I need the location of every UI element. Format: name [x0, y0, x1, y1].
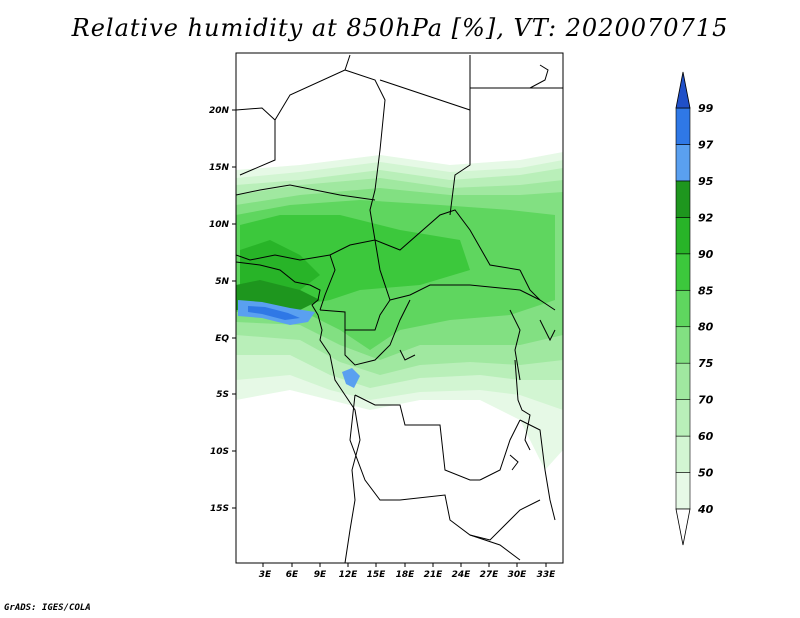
colorbar-cell [675, 326, 691, 364]
lon-label: 21E [424, 570, 444, 580]
lat-label: 10S [210, 447, 229, 457]
colorbar-label: 70 [698, 394, 714, 407]
colorbar-cell [675, 362, 691, 400]
colorbar-cell [675, 217, 691, 255]
lat-label: 15N [209, 163, 230, 173]
lat-label: 20N [209, 106, 230, 116]
colorbar-cell [675, 435, 691, 473]
colorbar-label: 99 [698, 102, 714, 115]
colorbar-label: 97 [698, 138, 714, 151]
lat-label: 5S [216, 390, 229, 400]
colorbar-cell [675, 253, 691, 291]
map-frame [235, 52, 564, 564]
credit-text: GrADS: IGES/COLA [4, 603, 91, 613]
lon-label: 6E [286, 570, 299, 580]
colorbar-cell [675, 107, 691, 145]
colorbar-cell [675, 289, 691, 328]
latitude-labels: 20N 15N 10N 5N EQ 5S 10S 15S [209, 106, 230, 514]
rh-band-92 [240, 240, 320, 292]
colorbar-label: 95 [698, 175, 714, 188]
colorbar-label: 75 [698, 357, 714, 370]
colorbar-label: 90 [698, 248, 714, 261]
colorbar-label: 60 [698, 430, 714, 443]
lon-label: 33E [537, 570, 557, 580]
colorbar-min-arrow [675, 508, 691, 546]
lon-label: 3E [259, 570, 272, 580]
colorbar-cell [675, 180, 691, 218]
rh-band-97-b [342, 368, 360, 388]
lon-label: 24E [452, 570, 472, 580]
lon-label: 27E [480, 570, 500, 580]
humidity-field [236, 53, 563, 563]
lon-label: 12E [339, 570, 359, 580]
lat-label: 5N [215, 277, 229, 287]
colorbar-label: 50 [698, 467, 714, 480]
lat-label: 10N [209, 220, 230, 230]
colorbar-label: 80 [698, 321, 714, 334]
colorbar: 40 50 60 70 75 80 85 90 92 95 97 99 [675, 71, 714, 546]
lon-label: 15E [367, 570, 387, 580]
lat-label: EQ [215, 334, 229, 344]
colorbar-max-arrow [675, 71, 691, 109]
chart-title: Relative humidity at 850hPa [%], VT: 202… [71, 14, 729, 42]
longitude-labels: 3E 6E 9E 12E 15E 18E 21E 24E 27E 30E 33E [259, 570, 556, 580]
lat-label: 15S [210, 504, 229, 514]
country-borders [236, 54, 563, 561]
axis-ticks [232, 109, 547, 567]
lon-label: 30E [508, 570, 528, 580]
colorbar-label: 40 [697, 503, 714, 516]
colorbar-cell [675, 472, 691, 510]
colorbar-label: 85 [698, 284, 714, 297]
rh-band-99 [248, 306, 300, 320]
lon-label: 18E [396, 570, 416, 580]
colorbar-label: 92 [698, 211, 714, 224]
colorbar-cell [675, 144, 691, 182]
colorbar-cell [675, 399, 691, 437]
lon-label: 9E [314, 570, 327, 580]
coastline [236, 64, 556, 563]
